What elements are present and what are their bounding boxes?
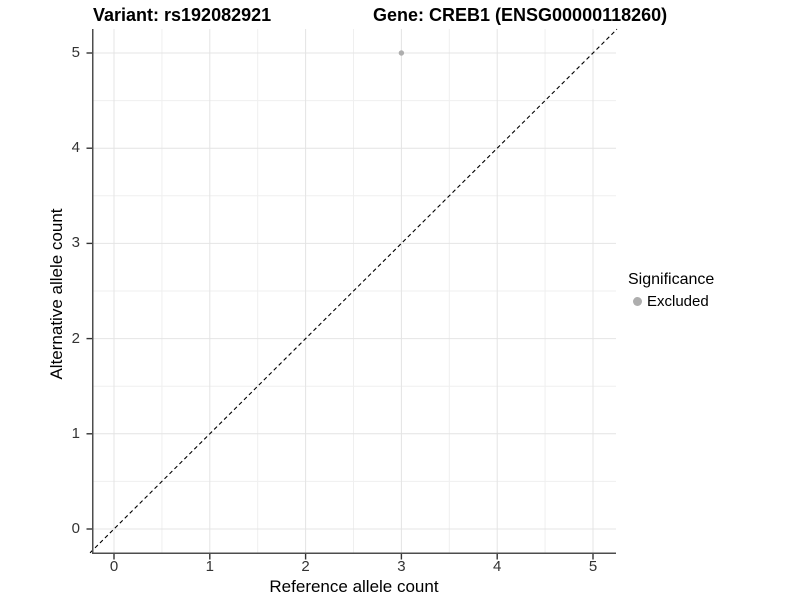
x-tick-label: 5 [588, 558, 598, 575]
plot-panel [86, 28, 618, 560]
y-tick-label: 0 [71, 520, 80, 537]
x-tick-label: 2 [301, 558, 310, 575]
plot-title-gene: Gene: CREB1 (ENSG00000118260) [373, 5, 668, 25]
x-tick-label: 1 [205, 558, 214, 575]
legend: Significance Excluded [628, 271, 714, 310]
legend-item: Excluded [628, 292, 714, 310]
x-tick-label: 0 [109, 558, 119, 575]
legend-point-icon [632, 296, 642, 306]
identity-reference-line [89, 28, 618, 554]
x-tick-label: 3 [397, 558, 406, 575]
x-axis-title: Reference allele count [269, 577, 439, 596]
y-tick-label: 1 [71, 424, 80, 442]
plot-title-variant: Variant: rs192082921 [93, 5, 272, 25]
plot-svg [86, 28, 618, 560]
legend-key [628, 292, 646, 310]
x-tick-label: 4 [493, 558, 502, 575]
y-tick-label: 3 [71, 234, 80, 252]
data-point [398, 50, 405, 56]
y-tick-label: 5 [71, 44, 80, 61]
y-axis-title: Alternative allele count [47, 208, 66, 380]
y-tick-label: 2 [71, 329, 80, 347]
legend-item-label: Excluded [647, 292, 709, 310]
y-tick-label: 4 [71, 139, 80, 157]
legend-title: Significance [628, 271, 715, 288]
